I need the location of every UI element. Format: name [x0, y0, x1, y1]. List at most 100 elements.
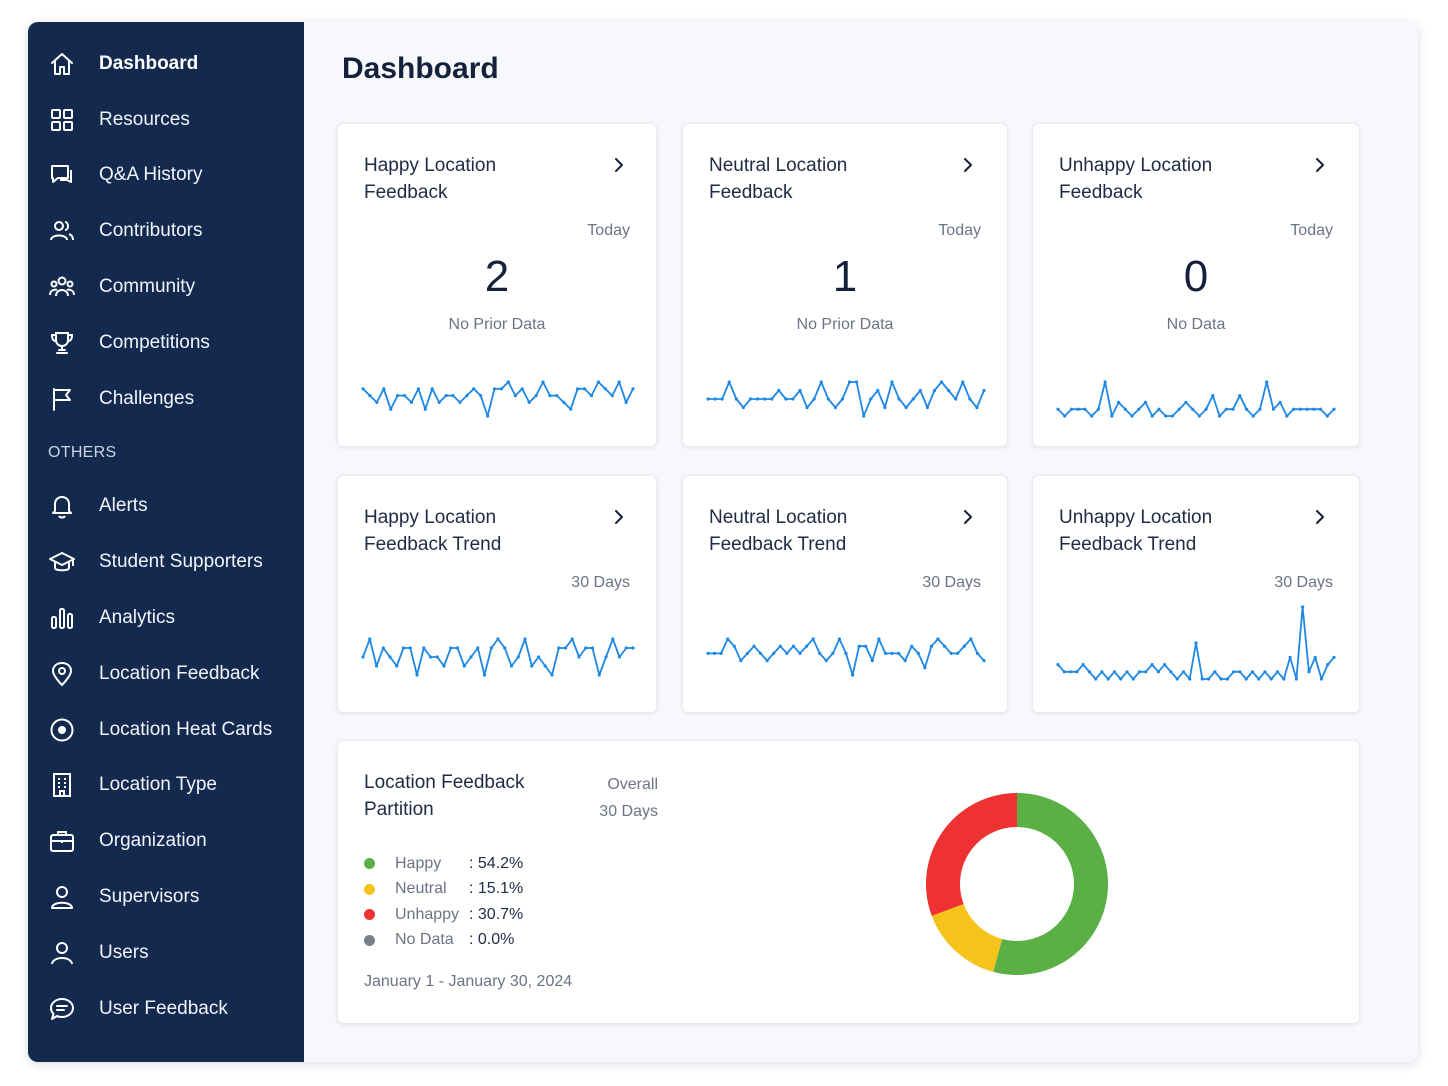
- sparkline-point: [499, 387, 504, 391]
- sparkline-point: [1257, 677, 1261, 681]
- sparkline-point: [819, 380, 823, 384]
- unhappy-feedback-card[interactable]: Unhappy Location Feedback Today 0 No Dat…: [1032, 123, 1360, 447]
- happy-trend-card[interactable]: Happy Location Feedback Trend 30 Days: [337, 475, 657, 713]
- sparkline-point: [1156, 670, 1160, 674]
- sparkline-point: [1244, 677, 1248, 681]
- sidebar-item-resources[interactable]: Resources: [28, 92, 304, 148]
- sidebar-item-community[interactable]: Community: [28, 259, 304, 315]
- sparkline-point: [444, 394, 448, 398]
- sparkline-point: [837, 637, 842, 641]
- sparkline-point: [855, 380, 859, 384]
- sidebar-item-alerts[interactable]: Alerts: [28, 479, 304, 535]
- sparkline-point: [1332, 407, 1336, 411]
- unhappy-trend-card[interactable]: Unhappy Location Feedback Trend 30 Days: [1032, 475, 1360, 713]
- chevron-right-icon[interactable]: [610, 508, 628, 526]
- sparkline-point: [929, 644, 934, 648]
- sparkline-point: [1292, 407, 1296, 411]
- sparkline-point: [877, 637, 881, 641]
- chevron-right-icon[interactable]: [1311, 508, 1329, 526]
- sparkline-point: [772, 651, 776, 655]
- chevron-right-icon[interactable]: [610, 156, 628, 174]
- sidebar-item-challenges[interactable]: Challenges: [28, 371, 304, 427]
- chevron-right-icon[interactable]: [1311, 156, 1329, 174]
- sparkline-point: [563, 646, 568, 650]
- neutral-trend-card[interactable]: Neutral Location Feedback Trend 30 Days: [682, 475, 1008, 713]
- sidebar-item-location-type[interactable]: Location Type: [28, 758, 304, 814]
- card-period: Today: [587, 222, 630, 239]
- sidebar-item-label: Location Feedback: [99, 662, 260, 684]
- sidebar-item-dashboard[interactable]: Dashboard: [28, 36, 304, 92]
- sparkline-point: [631, 646, 635, 650]
- sparkline-point: [596, 380, 600, 384]
- sparkline-point: [455, 646, 460, 650]
- sidebar-item-competitions[interactable]: Competitions: [28, 315, 304, 371]
- sparkline-point: [1110, 414, 1114, 418]
- sidebar-item-contributors[interactable]: Contributors: [28, 203, 304, 259]
- sparkline-point: [1305, 407, 1309, 411]
- legend-dot-no-data: [364, 934, 375, 946]
- sparkline-point: [850, 673, 855, 677]
- sparkline-point: [584, 646, 588, 650]
- sparkline-point: [1169, 670, 1173, 674]
- sparkline-point: [713, 397, 717, 401]
- neutral-feedback-card[interactable]: Neutral Location Feedback Today 1 No Pri…: [682, 123, 1008, 447]
- sparkline-point: [395, 664, 399, 668]
- legend-dot-happy: [364, 858, 375, 870]
- sparkline-point: [804, 644, 809, 648]
- sparkline-point: [1100, 670, 1104, 674]
- sparkline-point: [462, 664, 466, 668]
- sparkline-point: [824, 659, 828, 663]
- sparkline-point: [770, 397, 774, 401]
- sidebar-item-users[interactable]: Users: [28, 925, 304, 981]
- sidebar-item-organization[interactable]: Organization: [28, 813, 304, 869]
- unhappy-today-sparkline: [1056, 380, 1336, 418]
- briefcase-icon: [47, 826, 77, 856]
- sparkline-point: [496, 637, 500, 641]
- sparkline-point: [1278, 400, 1282, 404]
- sidebar-item-supervisors[interactable]: Supervisors: [28, 869, 304, 925]
- sparkline-point: [1325, 414, 1329, 418]
- sidebar-item-location-feedback[interactable]: Location Feedback: [28, 646, 304, 702]
- chevron-right-icon[interactable]: [959, 508, 977, 526]
- sparkline-point: [430, 387, 434, 391]
- sidebar-item-location-heat-cards[interactable]: Location Heat Cards: [28, 702, 304, 758]
- sparkline-point: [442, 664, 446, 668]
- sparkline-point: [932, 388, 937, 393]
- sparkline-point: [712, 651, 717, 655]
- sparkline-point: [1112, 670, 1117, 674]
- user-outline-icon: [47, 938, 77, 968]
- sparkline-point: [516, 655, 520, 659]
- sparkline-point: [752, 644, 756, 648]
- sparkline-point: [706, 397, 710, 401]
- sparkline-point: [476, 646, 480, 650]
- sparkline-point: [582, 387, 587, 391]
- sparkline-point: [857, 644, 861, 648]
- sparkline-point: [1224, 407, 1228, 411]
- sparkline-point: [617, 655, 622, 659]
- user-icon: [47, 882, 77, 912]
- sparkline-point: [1106, 677, 1110, 681]
- sparkline-point: [1282, 677, 1286, 681]
- happy-trend-sparkline: [361, 637, 635, 677]
- sparkline-point: [1076, 407, 1080, 411]
- sidebar-item-qa-history[interactable]: Q&A History: [28, 148, 304, 204]
- sidebar: Dashboard Resources Q&A History Contributor…: [28, 22, 304, 1062]
- card-title: Unhappy Location Feedback Trend: [1059, 507, 1213, 555]
- sparkline-point: [1143, 400, 1148, 404]
- sidebar-item-user-feedback[interactable]: User Feedback: [28, 981, 304, 1037]
- sparkline-point: [389, 407, 393, 411]
- sparkline-point: [1217, 414, 1222, 418]
- sidebar-item-student-supporters[interactable]: Student Supporters: [28, 534, 304, 590]
- chevron-right-icon[interactable]: [959, 156, 977, 174]
- sparkline-point: [543, 664, 547, 668]
- sidebar-item-analytics[interactable]: Analytics: [28, 590, 304, 646]
- sparkline-point: [1068, 670, 1073, 674]
- sparkline-point: [631, 387, 635, 391]
- sparkline-point: [527, 400, 531, 404]
- sparkline-point: [720, 397, 724, 401]
- sparkline-point: [1271, 407, 1276, 411]
- happy-feedback-card[interactable]: Happy Location Feedback Today 2 No Prior…: [337, 123, 657, 447]
- legend-dot-unhappy: [364, 909, 375, 921]
- sparkline-point: [402, 394, 407, 398]
- sparkline-point: [745, 651, 750, 655]
